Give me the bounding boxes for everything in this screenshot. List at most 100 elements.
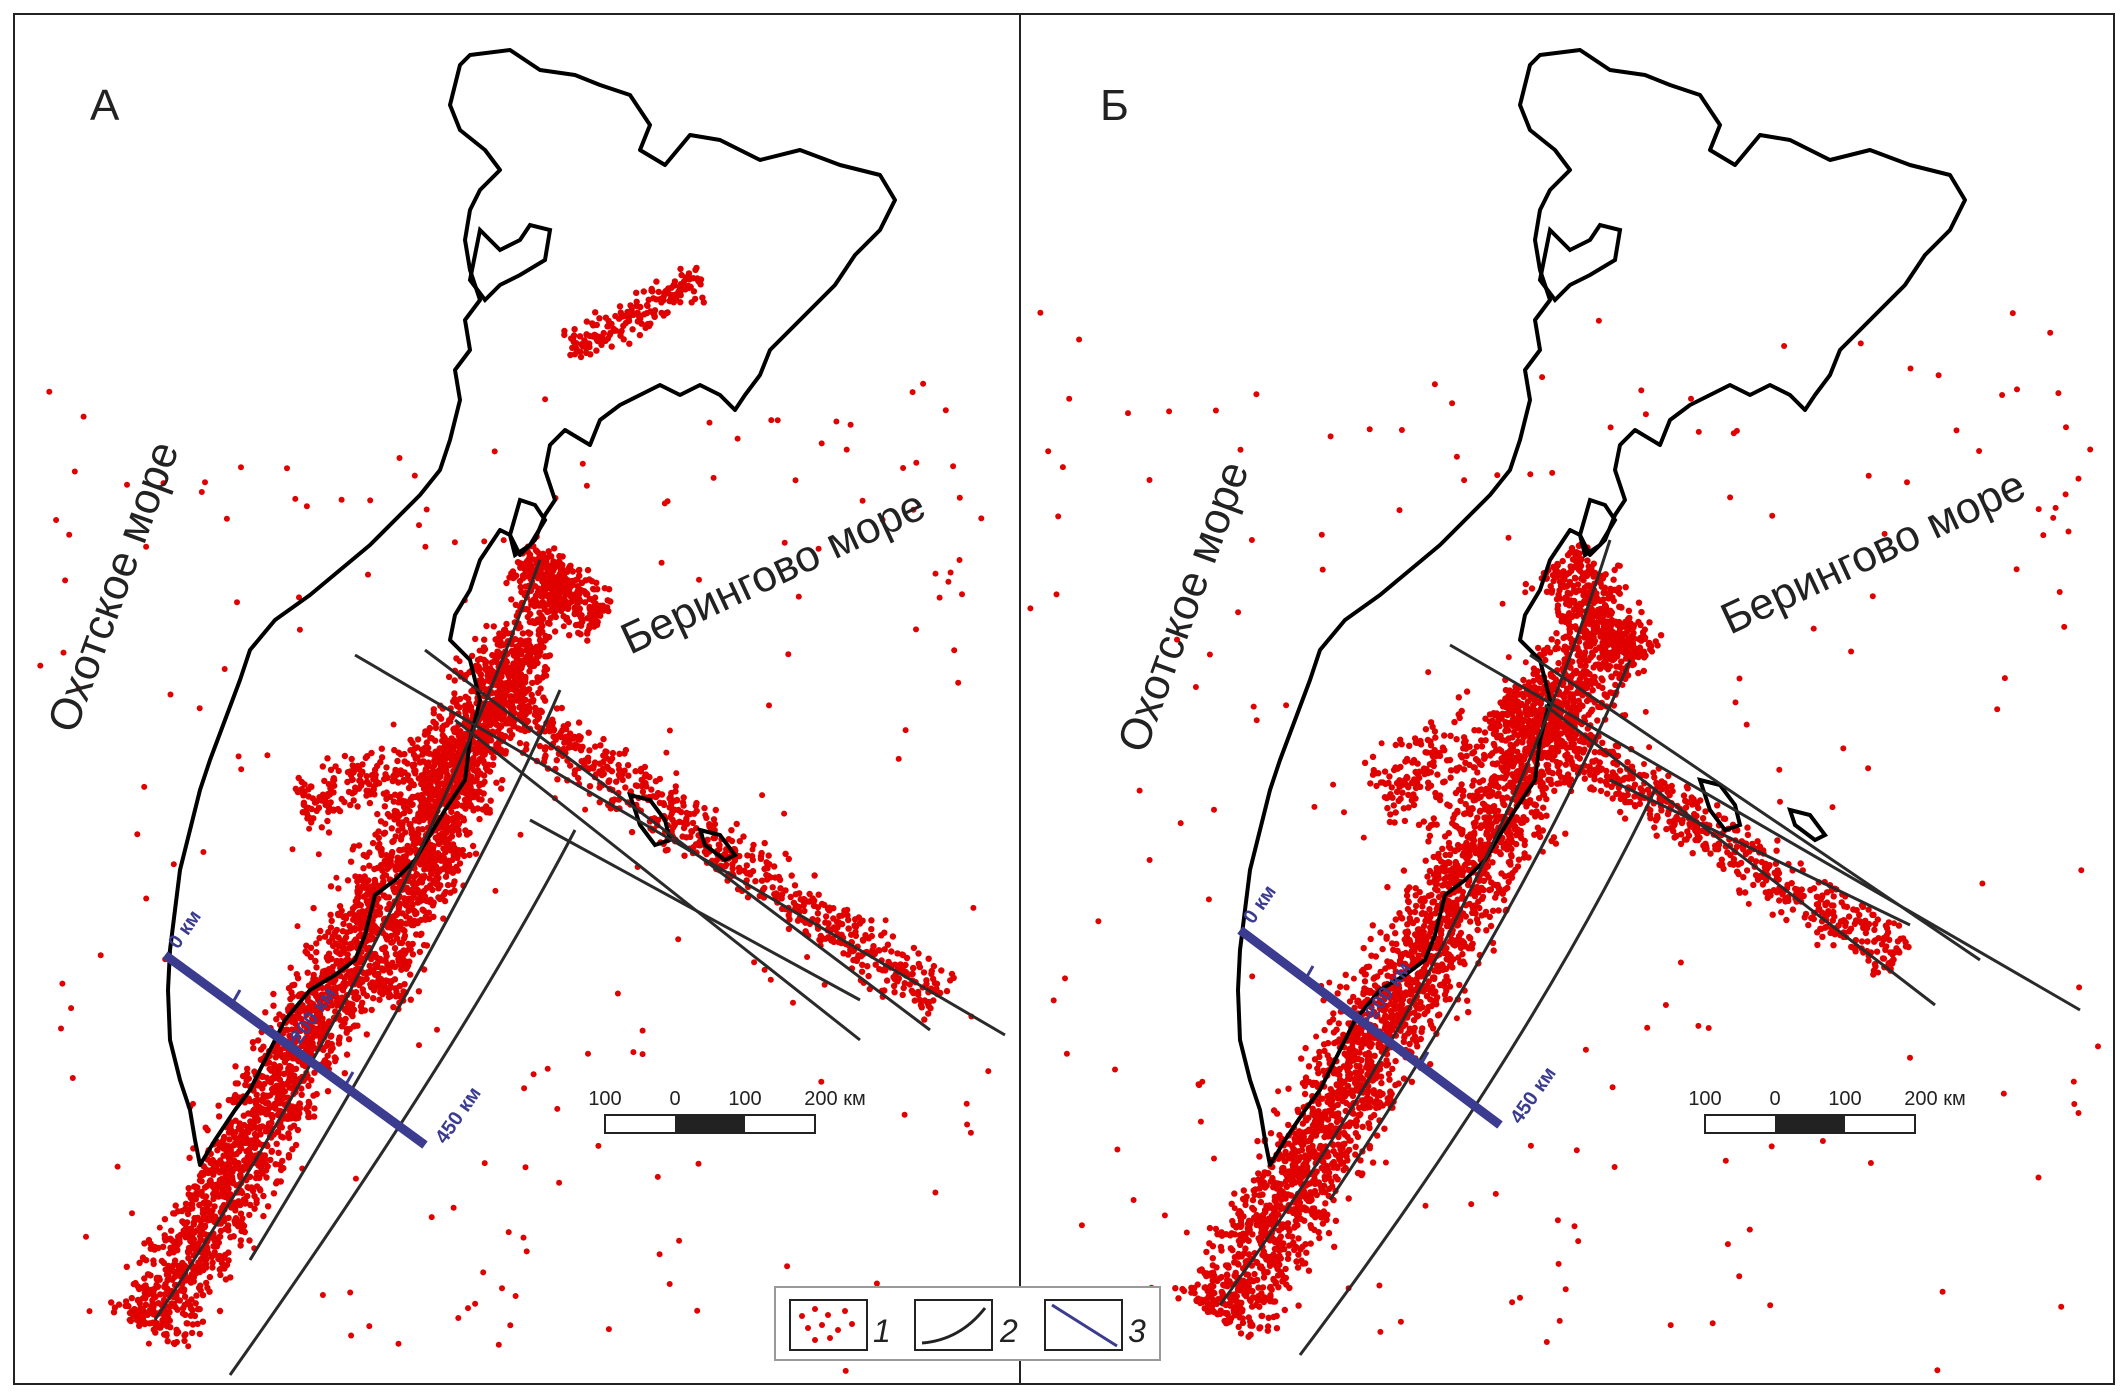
- epicenter-dot: [234, 1080, 241, 1087]
- epicenter-dot: [687, 283, 694, 291]
- epicenter-dot: [503, 579, 510, 587]
- epicenter-dot: [200, 849, 207, 855]
- epicenter-dot: [497, 679, 504, 686]
- epicenter-dot: [270, 1002, 277, 1009]
- epicenter-dot: [142, 1301, 150, 1309]
- epicenter-dot: [576, 566, 583, 574]
- epicenter-dot: [781, 810, 788, 817]
- epicenter-dot: [191, 1214, 198, 1222]
- epicenter-dot: [397, 920, 405, 928]
- epicenter-dot: [268, 1147, 275, 1155]
- epicenter-dot: [430, 710, 437, 717]
- epicenter-dot: [765, 852, 772, 859]
- epicenter-dot: [258, 1167, 266, 1174]
- epicenter-dot: [192, 1300, 199, 1307]
- epicenter-dot: [587, 351, 594, 358]
- epicenter-dot: [676, 1237, 683, 1244]
- epicenter-dot: [908, 987, 915, 994]
- epicenter-dot: [948, 970, 956, 978]
- epicenter-dot: [565, 565, 572, 572]
- epicenter-dot: [552, 613, 559, 621]
- epicenter-dot: [416, 522, 422, 529]
- epicenter-dot: [141, 1275, 148, 1282]
- epicenter-dot: [535, 631, 542, 638]
- epicenter-dot: [190, 1278, 197, 1285]
- epicenter-dot: [327, 883, 335, 890]
- epicenter-dot: [882, 917, 889, 924]
- epicenter-dot: [443, 829, 450, 836]
- epicenter-dot: [501, 626, 509, 633]
- epicenter-dot: [451, 690, 458, 697]
- epicenter-dot: [685, 270, 693, 277]
- epicenter-dot: [549, 592, 556, 599]
- epicenter-dot: [640, 311, 648, 318]
- epicenter-dot: [614, 990, 621, 997]
- epicenter-dot: [369, 979, 376, 986]
- epicenter-dot: [292, 1065, 300, 1073]
- epicenter-dot: [920, 380, 927, 387]
- epicenter-dot: [226, 1143, 233, 1150]
- epicenter-dot: [190, 1236, 198, 1243]
- epicenter-dot: [348, 1332, 355, 1339]
- epicenter-dot: [239, 1189, 246, 1197]
- epicenter-dot: [345, 1036, 353, 1043]
- epicenter-dot: [566, 632, 573, 639]
- epicenter-dot: [347, 1289, 354, 1296]
- epicenter-dot: [222, 1161, 229, 1168]
- epicenter-dot: [97, 952, 104, 959]
- epicenter-dot: [289, 846, 296, 853]
- epicenter-dot: [692, 266, 699, 273]
- panel-a-profile-end-label: 450 км: [431, 1083, 486, 1148]
- epicenter-dot: [168, 1227, 175, 1234]
- epicenter-dot: [561, 331, 568, 339]
- epicenter-dot: [541, 755, 548, 762]
- epicenter-dot: [943, 987, 951, 995]
- epicenter-dot: [530, 619, 537, 626]
- epicenter-dot: [396, 992, 403, 1000]
- epicenter-dot: [410, 781, 417, 789]
- epicenter-dot: [274, 1178, 281, 1185]
- epicenter-dot: [347, 927, 354, 935]
- epicenter-dot: [438, 857, 445, 864]
- epicenter-dot: [881, 946, 888, 953]
- epicenter-dot: [371, 791, 378, 798]
- epicenter-dot: [845, 951, 852, 958]
- epicenter-dot: [577, 631, 584, 638]
- epicenter-dot: [895, 755, 902, 762]
- epicenter-dot: [174, 1208, 182, 1215]
- epicenter-dot: [448, 865, 456, 873]
- epicenter-dot: [556, 552, 563, 560]
- epicenter-dot: [369, 839, 377, 847]
- epicenter-dot: [751, 959, 758, 966]
- epicenter-dot: [675, 936, 682, 943]
- epicenter-dot: [572, 592, 579, 599]
- epicenter-dot: [639, 1027, 646, 1034]
- epicenter-dot: [536, 626, 544, 633]
- panel-a-sea-right: Берингово море: [614, 480, 933, 664]
- epicenter-dot: [376, 840, 383, 848]
- epicenter-dot: [771, 863, 778, 870]
- epicenter-dot: [525, 703, 532, 710]
- epicenter-dot: [341, 752, 349, 760]
- epicenter-dot: [380, 830, 388, 837]
- epicenter-dot: [213, 1185, 221, 1193]
- epicenter-dot: [398, 770, 405, 778]
- epicenter-dot: [286, 1074, 293, 1081]
- epicenter-dot: [499, 776, 506, 784]
- epicenter-dot: [394, 929, 401, 936]
- epicenter-dot: [261, 1080, 268, 1088]
- epicenter-dot: [774, 417, 781, 424]
- epicenter-dot: [427, 734, 434, 742]
- epicenter-dot: [238, 766, 245, 773]
- epicenter-dot: [409, 739, 416, 747]
- epicenter-dot: [951, 647, 958, 654]
- epicenter-dot: [329, 942, 337, 950]
- epicenter-dot: [776, 876, 784, 883]
- epicenter-dot: [361, 881, 368, 888]
- epicenter-dot: [522, 1164, 529, 1171]
- epicenter-dot: [593, 347, 600, 354]
- epicenter-dot: [152, 1329, 159, 1336]
- epicenter-dot: [414, 736, 422, 743]
- epicenter-dot: [644, 320, 651, 328]
- epicenter-dot: [558, 572, 565, 579]
